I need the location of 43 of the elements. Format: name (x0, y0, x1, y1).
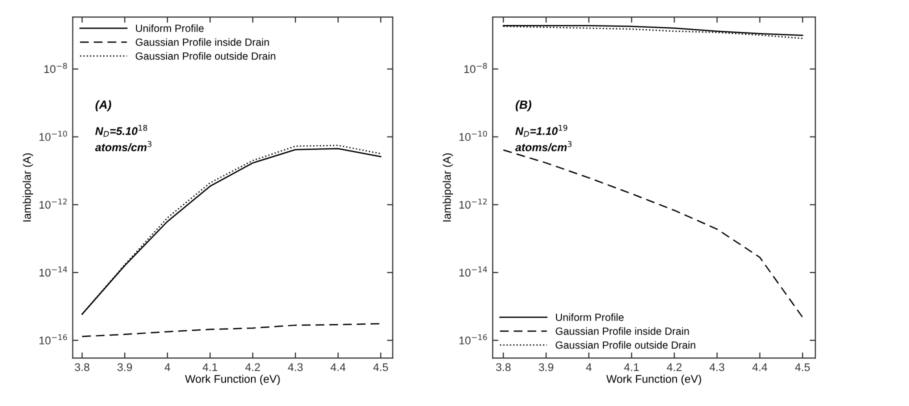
x-axis-title: Work Function (eV) (185, 374, 280, 386)
x-tick-label: 3.8 (74, 363, 90, 372)
legend-label: Gaussian Profile outside Drain (136, 52, 276, 60)
y-tick-label: 10$^{−14}$ (39, 266, 68, 277)
annotation: N$_{D}$=5.10$^{18}$ (95, 124, 148, 137)
x-tick-label: 4 (586, 363, 592, 372)
x-tick-label: 4.5 (795, 363, 810, 372)
y-tick-label: 10$^{−14}$ (459, 266, 488, 277)
x-tick-label: 4.1 (624, 363, 639, 372)
annotation: atoms/cm$^{3}$ (95, 141, 152, 152)
x-tick-label: 4.1 (202, 363, 218, 372)
y-tick-label: 10$^{−10}$ (459, 130, 487, 141)
y-axis-title: Iambipolar (A) (442, 153, 454, 222)
x-tick-label: 4.4 (330, 363, 346, 372)
annotation: (B) (516, 100, 532, 112)
annotation: atoms/cm$^{3}$ (515, 141, 572, 152)
x-tick-label: 4.5 (373, 363, 388, 372)
annotation: (A) (96, 100, 112, 112)
y-tick-label: 10$^{−8}$ (44, 62, 67, 74)
y-tick-label: 10$^{−10}$ (39, 130, 67, 141)
legend-label: Uniform Profile (556, 313, 624, 321)
legend-label: Gaussian Profile inside Drain (556, 327, 689, 335)
legend-label: Gaussian Profile outside Drain (556, 341, 696, 349)
y-tick-label: 10$^{−12}$ (459, 198, 487, 209)
legend-label: Gaussian Profile inside Drain (136, 38, 269, 46)
x-tick-label: 3.8 (496, 363, 511, 372)
y-tick-label: 10$^{−16}$ (459, 334, 487, 344)
y-tick-label: 10$^{−8}$ (464, 62, 487, 74)
y-tick-label: 10$^{−12}$ (39, 198, 67, 209)
x-axis-title: Work Function (eV) (606, 374, 702, 386)
x-tick-label: 4.4 (752, 363, 768, 372)
x-tick-label: 4.3 (710, 363, 724, 372)
x-tick-label: 4.2 (666, 363, 682, 372)
legend-label: Uniform Profile (136, 24, 204, 32)
x-tick-label: 4.2 (245, 363, 260, 372)
y-axis-title: Iambipolar (A) (22, 153, 34, 222)
x-tick-label: 4 (164, 363, 170, 372)
x-tick-label: 3.9 (538, 363, 554, 372)
x-tick-label: 4.3 (288, 363, 303, 372)
x-tick-label: 3.9 (117, 363, 132, 372)
annotation: N$_{D}$=1.10$^{19}$ (515, 124, 568, 137)
line-series (81, 323, 382, 338)
y-tick-label: 10$^{−16}$ (39, 334, 68, 344)
